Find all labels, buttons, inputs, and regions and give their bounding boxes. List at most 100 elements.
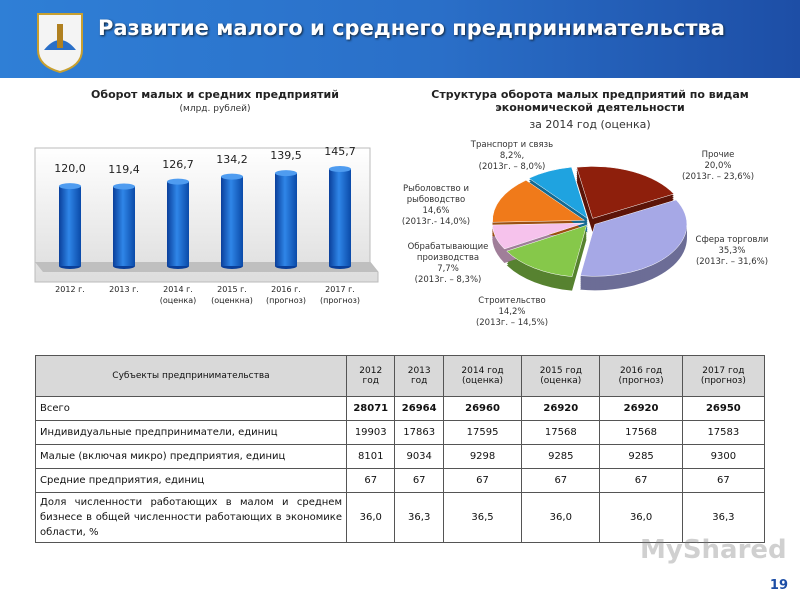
table-cell: 67 [681, 468, 766, 493]
table-cell: Всего [35, 396, 347, 421]
table-cell: 2012 год [345, 355, 396, 397]
slice-label: Обрабатывающие производства 7,7% (2013г. –… [388, 242, 508, 286]
table-cell: 67 [521, 468, 601, 493]
bar-top [275, 170, 297, 177]
bar-top [59, 183, 81, 190]
table-cell: 36,0 [521, 492, 601, 543]
table-row: Индивидуальные предприниматели, единиц 19… [35, 420, 766, 445]
bar-top [167, 178, 189, 185]
x-tick-label: 2014 г. (оценка) [159, 285, 197, 305]
bar [221, 176, 243, 266]
bar-top [113, 183, 135, 190]
page-title: Развитие малого и среднего предпринимате… [98, 16, 725, 40]
x-tick-label: 2016 г. (прогноз) [265, 285, 307, 305]
table-row: Малые (включая микро) предприятия, едини… [35, 444, 766, 469]
slice-label: Строительство 14,2% (2013г. – 14,5%) [452, 296, 572, 329]
table-cell: 19903 [345, 420, 396, 445]
x-tick-label: 2013 г. [109, 285, 139, 294]
table-cell: 36,5 [442, 492, 523, 543]
table-cell: 67 [442, 468, 523, 493]
table-cell: 36,3 [394, 492, 444, 543]
x-tick-label: 2012 г. [55, 285, 85, 294]
value-label: 145,7 [324, 145, 356, 158]
pie-slice [506, 224, 587, 277]
watermark: MyShared [640, 535, 787, 565]
logo [37, 13, 83, 74]
page-number: 19 [769, 578, 788, 593]
slice-label: Прочие 20,0% (2013г. – 23,6%) [658, 150, 778, 183]
table-cell: 2016 год (прогноз) [599, 355, 683, 397]
slice-name: Сфера торговли [695, 235, 769, 245]
slice-note: (2013г. – 23,6%) [681, 172, 755, 182]
chart-subtitle: за 2014 год (оценка) [529, 118, 651, 131]
pie-slice [492, 222, 585, 250]
slice-note: (2013г.- 14,0%) [401, 217, 471, 227]
x-tick-label: 2015 г. (оценкна) [211, 285, 253, 305]
table-cell: 17568 [521, 420, 601, 445]
table-cell: 9298 [442, 444, 523, 469]
slice-label: Сфера торговли 35,3% (2013г. – 31,6%) [672, 235, 792, 268]
table-cell: 2014 год (оценка) [442, 355, 523, 397]
slice-name: Обрабатывающие производства [407, 242, 489, 263]
bar-top [221, 173, 243, 180]
table-cell: 67 [345, 468, 396, 493]
slice-name: Транспорт и связь [470, 140, 554, 150]
table-cell: 67 [394, 468, 444, 493]
table-cell: Индивидуальные предприниматели, единиц [35, 420, 347, 445]
table-cell: 28071 [345, 396, 396, 421]
table-cell: Субъекты предпринимательства [35, 355, 347, 397]
plot-floor [35, 262, 378, 272]
table-cell: 2017 год (прогноз) [681, 355, 766, 397]
value-label: 120,0 [54, 162, 86, 176]
slice-label: Транспорт и связь 8,2%, (2013г. – 8,0%) [452, 140, 572, 173]
slice-value: 35,3% [718, 246, 746, 256]
value-label: 134,2 [216, 152, 248, 166]
table-cell: 26964 [394, 396, 444, 421]
header-band [0, 0, 800, 78]
table-cell: 17568 [599, 420, 683, 445]
slice-value: 7,7% [437, 264, 459, 274]
slice-value: 20,0% [704, 161, 732, 171]
table-cell: 9285 [521, 444, 601, 469]
table-cell: 36,0 [599, 492, 683, 543]
chart-title: Оборот малых и средних предприятий [91, 88, 339, 101]
table-cell: 2013 год [394, 355, 444, 397]
table-row: Всего 28071 26964 26960 26920 26920 26950 [35, 396, 766, 421]
slice-note: (2013г. – 31,6%) [695, 257, 769, 267]
table-cell: 8101 [345, 444, 396, 469]
table-cell: Средние предприятия, единиц [35, 468, 347, 493]
slice-value: 14,2% [498, 307, 526, 317]
table-cell: 2015 год (оценка) [521, 355, 601, 397]
table-cell: 67 [599, 468, 683, 493]
bar [59, 186, 81, 266]
slice-name: Прочие [701, 150, 735, 160]
data-table: Субъекты предпринимательства 2012 год 2013… [35, 355, 766, 543]
pie-slice [580, 199, 688, 277]
table-cell: 9285 [599, 444, 683, 469]
table-cell: 9034 [394, 444, 444, 469]
pie-slice [492, 179, 586, 223]
chart-title: Структура оборота малых предприятий по в… [431, 88, 749, 114]
table-row: Субъекты предпринимательства 2012 год 2013… [35, 355, 766, 397]
value-label: 119,4 [108, 162, 140, 176]
slice-name: Рыболовство и рыбоводство [403, 184, 469, 205]
table-row: Доля численности работающих в малом и ср… [35, 492, 766, 543]
table-cell: Доля численности работающих в малом и ср… [35, 492, 347, 543]
table-cell: 17863 [394, 420, 444, 445]
charts [34, 147, 688, 291]
x-tick-label: 2017 г. (прогноз) [319, 285, 361, 305]
bar [275, 173, 297, 266]
slice-name: Строительство [478, 296, 546, 306]
table-cell: 17583 [681, 420, 766, 445]
pie-slice [576, 166, 675, 219]
table-cell: 26920 [521, 396, 601, 421]
bar [113, 186, 135, 266]
slice-value: 8,2%, [499, 151, 525, 161]
table-cell: 17595 [442, 420, 523, 445]
table-cell: 26920 [599, 396, 683, 421]
table-cell: 26960 [442, 396, 523, 421]
slice-value: 14,6% [422, 206, 450, 216]
table-cell: 36,3 [681, 492, 766, 543]
table-cell: 36,0 [345, 492, 396, 543]
value-label: 139,5 [270, 149, 302, 163]
